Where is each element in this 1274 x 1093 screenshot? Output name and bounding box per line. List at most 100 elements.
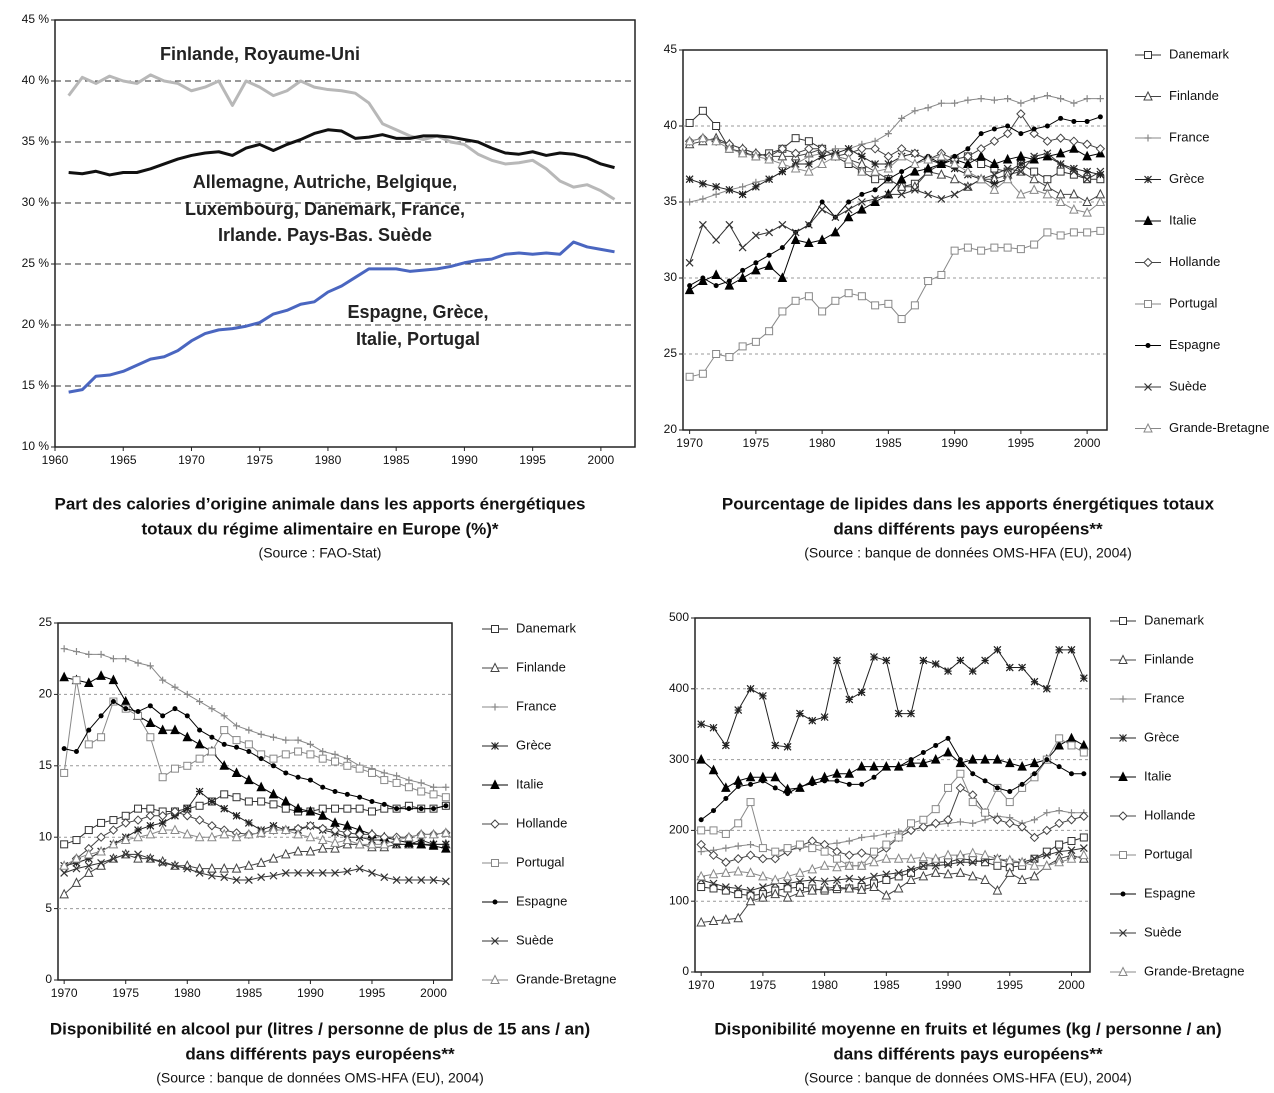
data-point xyxy=(1004,867,1015,877)
data-point xyxy=(171,861,179,870)
legend-marker xyxy=(1143,257,1153,268)
data-point xyxy=(331,750,339,758)
data-point xyxy=(170,806,180,817)
data-point xyxy=(872,187,878,193)
data-point xyxy=(712,182,721,191)
data-point xyxy=(196,698,204,706)
data-point xyxy=(765,327,774,336)
data-point xyxy=(779,245,785,251)
data-point xyxy=(808,844,817,853)
legend-marker xyxy=(491,742,499,750)
data-point xyxy=(146,821,155,830)
data-point xyxy=(931,660,940,668)
data-point xyxy=(885,176,891,182)
data-point xyxy=(146,662,154,670)
data-point xyxy=(748,781,754,787)
data-point xyxy=(1096,226,1105,235)
data-point xyxy=(96,832,106,842)
series-line xyxy=(701,847,1084,892)
data-point xyxy=(1004,854,1015,865)
data-point xyxy=(937,195,946,203)
data-point xyxy=(305,821,316,831)
data-point xyxy=(697,720,706,729)
data-point xyxy=(343,867,352,876)
series-line xyxy=(701,649,1085,748)
data-point xyxy=(319,748,327,756)
data-point xyxy=(331,757,340,766)
data-point xyxy=(783,879,792,888)
data-point xyxy=(122,655,130,663)
data-point xyxy=(1005,818,1015,829)
data-point xyxy=(711,808,717,814)
data-point xyxy=(97,818,106,827)
data-point xyxy=(967,753,978,764)
data-point xyxy=(845,874,854,883)
data-point xyxy=(817,158,827,168)
data-point xyxy=(84,861,93,870)
legend-label: Portugal xyxy=(516,854,565,869)
data-point xyxy=(758,691,767,700)
legend-label: Grèce xyxy=(516,737,551,752)
data-point xyxy=(804,292,813,301)
data-point xyxy=(1066,853,1077,863)
data-point xyxy=(1029,128,1039,139)
data-point xyxy=(795,840,804,849)
data-point xyxy=(910,185,919,194)
data-point xyxy=(978,131,984,137)
chart-title: Disponibilité en alcool pur (litres / pe… xyxy=(50,1019,590,1038)
data-point xyxy=(931,805,940,814)
data-point xyxy=(819,839,830,850)
data-point xyxy=(320,784,326,790)
data-point xyxy=(991,126,997,132)
y-tick-label: 35 % xyxy=(22,134,50,148)
data-point xyxy=(1031,771,1037,777)
data-point xyxy=(745,895,756,906)
data-point xyxy=(231,831,242,842)
data-point xyxy=(332,789,338,795)
data-point xyxy=(870,653,878,661)
data-point xyxy=(1056,160,1065,168)
data-point xyxy=(910,158,920,168)
data-point xyxy=(968,667,977,676)
data-point xyxy=(980,849,990,860)
data-point xyxy=(72,864,81,873)
legend-marker xyxy=(1118,654,1128,664)
series-line xyxy=(63,853,446,882)
x-tick-label: 1975 xyxy=(246,453,273,467)
data-point xyxy=(753,260,759,266)
data-point xyxy=(317,834,328,845)
data-point xyxy=(317,810,328,820)
legend-label: France xyxy=(516,698,556,713)
data-point xyxy=(441,793,450,802)
annotation: Italie, Portugal xyxy=(356,329,480,349)
data-point xyxy=(751,150,761,161)
data-point xyxy=(170,724,180,735)
data-point xyxy=(919,656,928,665)
data-point xyxy=(871,175,880,184)
data-point xyxy=(429,790,438,799)
data-point xyxy=(244,740,253,749)
data-point xyxy=(943,746,953,757)
data-point xyxy=(686,198,694,206)
data-point xyxy=(949,173,960,184)
data-point xyxy=(1082,196,1092,206)
data-point xyxy=(950,190,959,199)
series-line xyxy=(701,854,1084,923)
data-point xyxy=(109,854,118,863)
data-point xyxy=(843,211,854,222)
y-tick-label: 30 xyxy=(664,270,678,284)
x-tick-label: 1980 xyxy=(315,453,342,467)
x-tick-label: 1980 xyxy=(811,978,838,992)
x-tick-label: 2000 xyxy=(588,453,615,467)
data-point xyxy=(712,350,721,358)
data-point xyxy=(394,806,400,812)
data-point xyxy=(121,850,130,859)
data-point xyxy=(924,277,933,286)
data-point xyxy=(785,791,791,797)
data-point xyxy=(392,876,401,884)
data-point xyxy=(698,132,708,143)
data-point xyxy=(83,848,94,859)
legend-label: Hollande xyxy=(1144,807,1195,822)
legend-label: Danemark xyxy=(516,620,576,635)
data-point xyxy=(832,854,841,863)
